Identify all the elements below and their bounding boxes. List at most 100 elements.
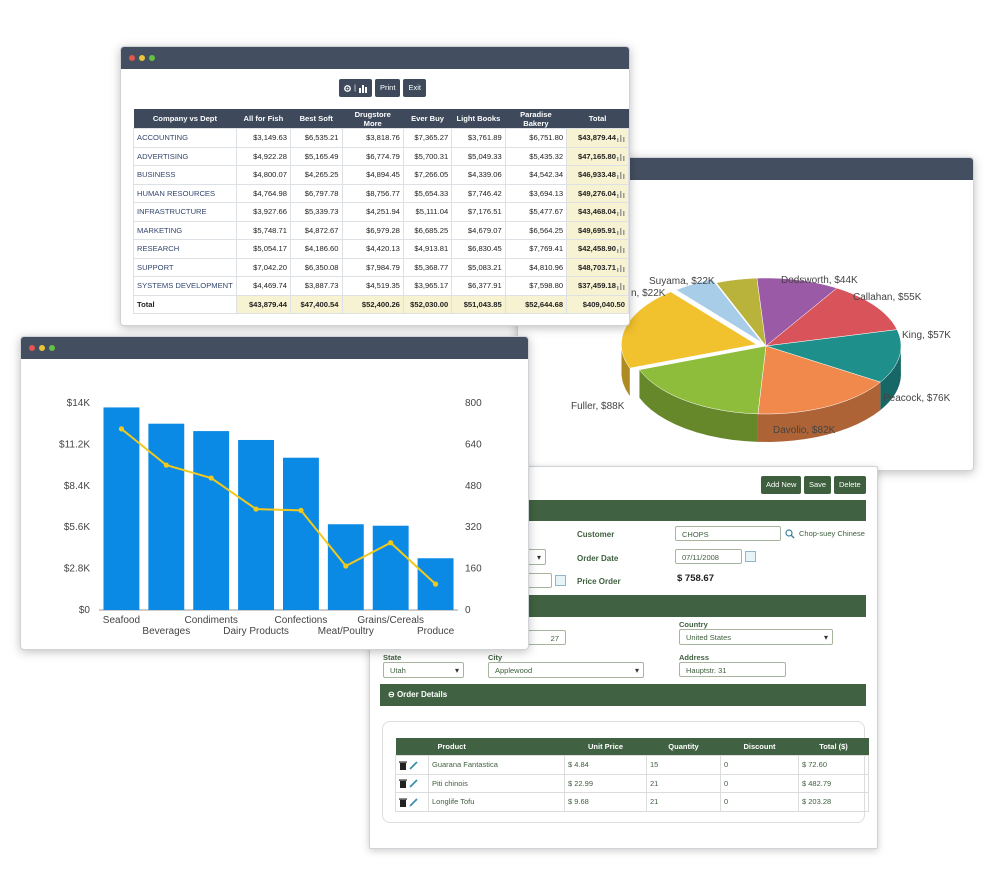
row-label[interactable]: SUPPORT [133, 257, 237, 277]
row-label[interactable]: ADVERTISING [133, 146, 237, 166]
search-icon[interactable] [785, 529, 795, 539]
order-date-input[interactable]: 07/11/2008 [675, 549, 742, 564]
row-total-value: $43,879.44 [577, 133, 616, 143]
cell-value: $6,751.80 [504, 128, 568, 148]
line-point [208, 475, 214, 481]
pivot-row: SUPPORT $7,042.20 $6,350.08 $7,984.79 $5,368… [133, 257, 629, 277]
pie-slice [715, 277, 767, 347]
column-header[interactable]: Ever Buy [403, 109, 452, 129]
item-price: $ 9.68 [564, 792, 647, 812]
y-right-tick-label: 160 [465, 564, 482, 575]
mini-chart-icon[interactable] [617, 264, 625, 272]
calendar-icon[interactable] [745, 551, 756, 562]
order-details-label: Order Details [396, 690, 448, 699]
row-label[interactable]: MARKETING [133, 220, 237, 240]
exit-button[interactable]: Exit [403, 79, 426, 97]
x-tick-label: Confections [275, 615, 328, 626]
mini-chart-icon[interactable] [617, 208, 625, 217]
line-point [298, 507, 304, 513]
x-tick-label: Dairy Products [223, 626, 289, 637]
mini-chart-icon[interactable] [617, 171, 625, 180]
cell-value: $5,700.31 [402, 146, 453, 166]
save-button[interactable]: Save [804, 476, 832, 494]
maximize-dot-icon[interactable] [49, 345, 55, 351]
y-left-tick-label: $0 [79, 605, 91, 616]
cell-value: $6,979.28 [341, 220, 404, 240]
mini-chart-icon[interactable] [617, 153, 625, 161]
mini-chart-icon[interactable] [617, 190, 625, 198]
order-details-table: Product Unit Price Quantity Discount Tot… [395, 738, 869, 812]
mini-chart-icon[interactable] [617, 245, 625, 254]
x-tick-label: Grains/Cereals [357, 615, 424, 626]
minimize-dot-icon[interactable] [39, 345, 45, 351]
address-input[interactable]: Hauptstr. 31 [679, 662, 786, 677]
row-label[interactable]: BUSINESS [133, 165, 237, 185]
settings-chart-button[interactable]: | [339, 79, 373, 97]
close-dot-icon[interactable] [129, 55, 135, 61]
edit-pencil-icon[interactable] [409, 760, 418, 770]
column-header[interactable]: All for Fish [236, 109, 291, 129]
item-product[interactable]: Longlife Tofu [428, 792, 565, 812]
discount-header: Discount [720, 738, 799, 756]
gear-icon [344, 84, 351, 92]
print-button[interactable]: Print [375, 79, 401, 97]
cell-value: $6,564.25 [504, 220, 568, 240]
edit-pencil-icon[interactable] [409, 779, 418, 788]
row-total-value: $49,695.91 [577, 225, 616, 235]
pie-slice-side [757, 382, 881, 442]
row-label[interactable]: HUMAN RESOURCES [133, 183, 237, 203]
item-product[interactable]: Piti chinois [428, 773, 565, 793]
row-total-value: $409,040.50 [582, 299, 625, 309]
mini-chart-icon[interactable] [617, 134, 625, 143]
column-header[interactable]: Paradise Bakery [505, 109, 567, 129]
row-total: $43,879.44 [566, 128, 629, 148]
cell-value: $4,913.81 [402, 239, 453, 259]
cell-value: $5,339.73 [289, 202, 343, 222]
column-header[interactable]: Drugstore More [342, 109, 404, 129]
cell-value: $4,810.96 [504, 257, 568, 277]
cell-value: $5,435.32 [504, 146, 568, 166]
pivot-table: Company vs Dept All for Fish Best Soft Drug… [133, 109, 629, 314]
cell-value: $6,350.08 [289, 257, 343, 277]
item-qty: 21 [646, 773, 721, 793]
pivot-row: RESEARCH $5,054.17 $4,186.60 $4,420.13 $4,91… [133, 239, 629, 259]
column-header[interactable]: Total [566, 109, 629, 129]
column-header[interactable]: Light Books [451, 109, 506, 129]
cell-value: $4,894.45 [341, 165, 404, 185]
trash-icon[interactable] [399, 761, 407, 770]
row-total-value: $48,703.71 [577, 262, 616, 272]
delete-button[interactable]: Delete [834, 476, 866, 494]
add-new-button[interactable]: Add New [761, 476, 802, 494]
minimize-dot-icon[interactable] [139, 55, 145, 61]
order-details-band[interactable]: ⊖ Order Details [380, 684, 866, 706]
row-label[interactable]: Total [133, 294, 237, 314]
country-select[interactable]: United States [679, 629, 833, 645]
column-header[interactable]: Best Soft [290, 109, 343, 129]
item-product[interactable]: Guarana Fantastica [428, 755, 565, 775]
pie-slice-label: Peacock, $76K [883, 393, 951, 404]
pie-slice-label: Dodsworth, $44K [781, 275, 858, 286]
cell-value: $5,054.17 [235, 239, 291, 259]
row-label[interactable]: INFRASTRUCTURE [133, 202, 237, 222]
mini-chart-icon[interactable] [617, 282, 625, 291]
customer-input[interactable]: CHOPS [675, 526, 781, 541]
cell-value: $5,477.67 [504, 202, 568, 222]
row-label[interactable]: ACCOUNTING [133, 128, 237, 148]
pivot-row: SYSTEMS DEVELOPMENT $4,469.74 $3,887.73 $4,… [133, 276, 629, 296]
edit-pencil-icon[interactable] [409, 797, 418, 807]
row-actions [395, 792, 429, 812]
city-select[interactable]: Applewood [488, 662, 644, 678]
row-label[interactable]: RESEARCH [133, 239, 237, 259]
row-label[interactable]: SYSTEMS DEVELOPMENT [133, 276, 237, 296]
close-dot-icon[interactable] [29, 345, 35, 351]
maximize-dot-icon[interactable] [149, 55, 155, 61]
cell-value: $6,377.91 [451, 276, 506, 296]
state-select[interactable]: Utah [383, 662, 464, 678]
cell-value: $3,927.66 [235, 202, 291, 222]
mini-chart-icon[interactable] [617, 227, 625, 235]
calendar-icon[interactable] [555, 575, 566, 586]
trash-icon[interactable] [399, 779, 407, 788]
column-header[interactable]: Company vs Dept [133, 109, 237, 129]
cell-value: $5,654.33 [402, 183, 453, 203]
trash-icon[interactable] [399, 798, 407, 807]
